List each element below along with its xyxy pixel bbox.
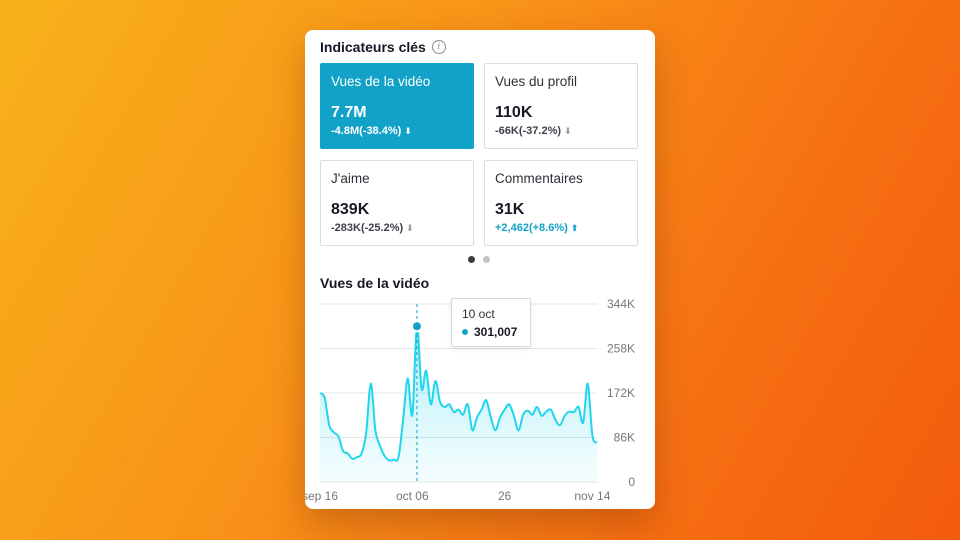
metric-label: Vues de la vidéo [331, 74, 431, 89]
metric-card-comments[interactable]: Commentaires 31K +2,462(+8.6%) ⬆ [484, 160, 638, 246]
metric-change-text: -4.8M(-38.4%) [331, 125, 402, 137]
metric-change-text: -283K(-25.2%) [331, 222, 404, 234]
metric-card-video-views[interactable]: Vues de la vidéo 7.7M -4.8M(-38.4%) ⬇ [320, 63, 474, 149]
x-tick-label: nov 14 [574, 489, 610, 503]
pagination-dots [468, 256, 490, 263]
tooltip-row: 301,007 [462, 325, 520, 339]
metric-value: 839K [331, 201, 370, 218]
series-area [320, 326, 597, 482]
chart-tooltip: 10 oct 301,007 [451, 298, 531, 347]
arrow-down-icon: ⬇ [564, 125, 572, 136]
metric-card-profile-views[interactable]: Vues du profil 110K -66K(-37.2%) ⬇ [484, 63, 638, 149]
metric-value: 7.7M [331, 104, 367, 121]
y-tick-label: 172K [607, 386, 635, 400]
arrow-down-icon: ⬇ [404, 125, 412, 136]
metric-change: -283K(-25.2%) ⬇ [331, 222, 463, 234]
metric-value: 110K [495, 104, 533, 121]
y-tick-label: 0 [628, 475, 635, 489]
card-title: Indicateurs clés [320, 39, 426, 55]
arrow-down-icon: ⬇ [406, 222, 414, 233]
arrow-up-icon: ⬆ [570, 222, 579, 233]
metric-card-likes[interactable]: J'aime 839K -283K(-25.2%) ⬇ [320, 160, 474, 246]
metric-change-text: +2,462(+8.6%) [495, 222, 568, 234]
metric-label: Vues du profil [495, 74, 578, 89]
tooltip-value: 301,007 [474, 325, 518, 339]
pagination-dot-1[interactable] [468, 256, 475, 263]
x-tick-label: sep 16 [305, 489, 338, 503]
metric-change: -4.8M(-38.4%) ⬇ [331, 125, 463, 137]
series-dot-icon [462, 329, 468, 335]
pagination-dot-2[interactable] [483, 256, 490, 263]
metric-label: J'aime [331, 171, 370, 186]
y-tick-label: 258K [607, 342, 635, 356]
card-header: Indicateurs clés i [320, 38, 446, 56]
tooltip-date: 10 oct [462, 307, 495, 321]
series-line [319, 325, 598, 462]
metric-label: Commentaires [495, 171, 583, 186]
metric-change: -66K(-37.2%) ⬇ [495, 125, 627, 137]
info-icon[interactable]: i [431, 40, 446, 54]
views-chart[interactable]: 344K 258K 172K 86K 0 sep 16 oct 06 26 nov 14 [305, 30, 655, 509]
chart-title: Vues de la vidéo [320, 275, 430, 291]
hover-point [412, 322, 421, 331]
x-tick-label: 26 [498, 489, 512, 503]
metric-value: 31K [495, 201, 525, 218]
x-tick-label: oct 06 [396, 489, 429, 503]
key-metrics-card: Indicateurs clés i Vues de la vidéo 7.7M… [305, 30, 655, 509]
metric-change: +2,462(+8.6%) ⬆ [495, 222, 627, 234]
y-tick-label: 86K [614, 431, 635, 445]
y-tick-label: 344K [607, 297, 635, 311]
metric-change-text: -66K(-37.2%) [495, 125, 562, 137]
